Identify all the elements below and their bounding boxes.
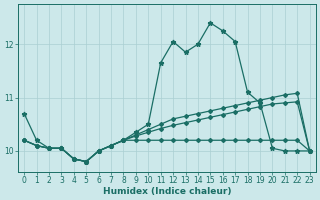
X-axis label: Humidex (Indice chaleur): Humidex (Indice chaleur) bbox=[103, 187, 231, 196]
